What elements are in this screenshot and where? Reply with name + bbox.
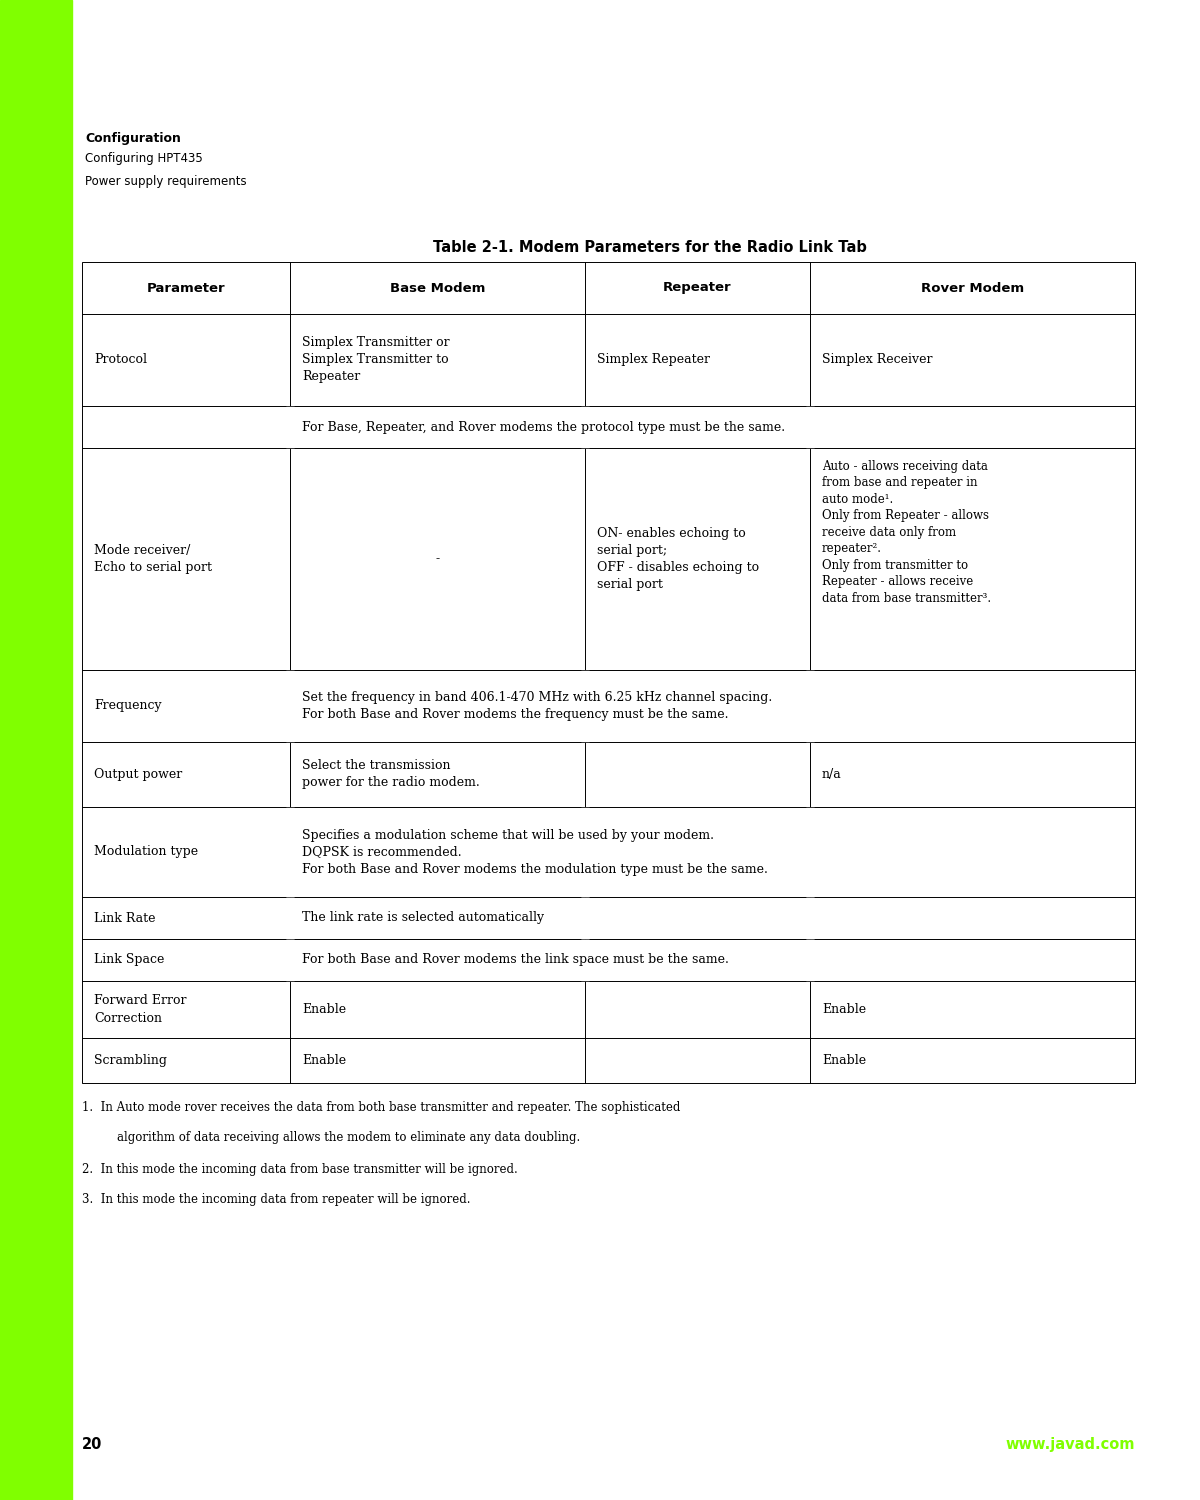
- Text: The link rate is selected automatically: The link rate is selected automatically: [302, 912, 544, 924]
- Text: Scrambling: Scrambling: [94, 1054, 167, 1066]
- Bar: [806, 670, 814, 741]
- Bar: [581, 898, 589, 938]
- Bar: [806, 808, 814, 895]
- Text: Auto - allows receiving data
from base and repeater in
auto mode¹.
Only from Rep: Auto - allows receiving data from base a…: [822, 460, 991, 604]
- Text: Base Modem: Base Modem: [390, 282, 485, 294]
- Text: Forward Error
Correction: Forward Error Correction: [94, 994, 186, 1024]
- Text: algorithm of data receiving allows the modem to eliminate any data doubling.: algorithm of data receiving allows the m…: [118, 1131, 581, 1144]
- Text: Protocol: Protocol: [94, 354, 148, 366]
- Text: ON- enables echoing to
serial port;
OFF - disables echoing to
serial port: ON- enables echoing to serial port; OFF …: [598, 526, 760, 591]
- Text: Set the frequency in band 406.1-470 MHz with 6.25 kHz channel spacing.
For both : Set the frequency in band 406.1-470 MHz …: [302, 692, 773, 722]
- Text: Enable: Enable: [822, 1054, 866, 1066]
- Text: Configuring HPT435: Configuring HPT435: [85, 152, 203, 165]
- Text: Frequency: Frequency: [94, 699, 162, 712]
- Bar: [806, 940, 814, 980]
- Text: Mode receiver/
Echo to serial port: Mode receiver/ Echo to serial port: [94, 544, 212, 574]
- Text: 20: 20: [82, 1437, 102, 1452]
- Text: Modulation type: Modulation type: [94, 846, 198, 858]
- Text: Link Rate: Link Rate: [94, 912, 156, 924]
- Bar: [0, 0, 72, 1500]
- Bar: [581, 808, 589, 895]
- Text: www.javad.com: www.javad.com: [1006, 1437, 1135, 1452]
- Bar: [581, 670, 589, 741]
- Text: Parameter: Parameter: [146, 282, 226, 294]
- Bar: [806, 898, 814, 938]
- Bar: [82, 262, 1135, 1083]
- Text: Configuration: Configuration: [85, 132, 181, 146]
- Text: Simplex Transmitter or
Simplex Transmitter to
Repeater: Simplex Transmitter or Simplex Transmitt…: [302, 336, 450, 384]
- Text: Simplex Receiver: Simplex Receiver: [822, 354, 932, 366]
- Text: Enable: Enable: [302, 1004, 346, 1016]
- Bar: [286, 940, 294, 980]
- Text: Link Space: Link Space: [94, 954, 164, 966]
- Text: Repeater: Repeater: [664, 282, 732, 294]
- Text: Select the transmission
power for the radio modem.: Select the transmission power for the ra…: [302, 759, 480, 789]
- Text: Power supply requirements: Power supply requirements: [85, 176, 247, 188]
- Bar: [581, 406, 589, 447]
- Text: 3.  In this mode the incoming data from repeater will be ignored.: 3. In this mode the incoming data from r…: [82, 1192, 470, 1206]
- Bar: [286, 406, 294, 447]
- Bar: [286, 898, 294, 938]
- Text: For Base, Repeater, and Rover modems the protocol type must be the same.: For Base, Repeater, and Rover modems the…: [302, 420, 785, 434]
- Text: Table 2-1. Modem Parameters for the Radio Link Tab: Table 2-1. Modem Parameters for the Radi…: [433, 240, 866, 255]
- Bar: [286, 808, 294, 895]
- Bar: [581, 940, 589, 980]
- Text: n/a: n/a: [822, 768, 841, 782]
- Text: Enable: Enable: [302, 1054, 346, 1066]
- Text: Simplex Repeater: Simplex Repeater: [598, 354, 710, 366]
- Text: Output power: Output power: [94, 768, 182, 782]
- Text: For both Base and Rover modems the link space must be the same.: For both Base and Rover modems the link …: [302, 954, 728, 966]
- Text: 2.  In this mode the incoming data from base transmitter will be ignored.: 2. In this mode the incoming data from b…: [82, 1162, 517, 1176]
- Text: 1.  In Auto mode rover receives the data from both base transmitter and repeater: 1. In Auto mode rover receives the data …: [82, 1101, 680, 1114]
- Text: Rover Modem: Rover Modem: [920, 282, 1024, 294]
- Text: -: -: [436, 552, 439, 566]
- Bar: [806, 406, 814, 447]
- Text: Enable: Enable: [822, 1004, 866, 1016]
- Bar: [286, 670, 294, 741]
- Text: Specifies a modulation scheme that will be used by your modem.
DQPSK is recommen: Specifies a modulation scheme that will …: [302, 828, 768, 876]
